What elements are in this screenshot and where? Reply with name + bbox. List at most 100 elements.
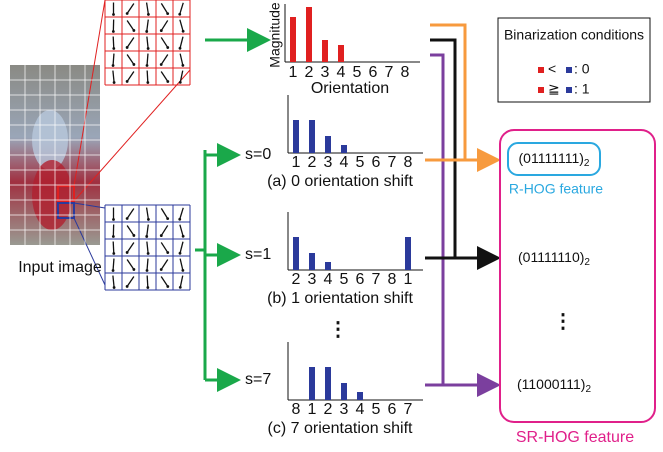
gradient-arrow [160,259,169,270]
arrow-head [112,47,116,50]
bar [341,383,347,400]
x-tick-label: 3 [324,154,333,171]
arrow-head [111,235,115,238]
arrow-head [125,251,129,254]
x-tick-label: 8 [388,271,397,288]
gradient-arrow [179,36,184,49]
x-tick-label: 6 [372,154,381,171]
shift-label: s=0 [245,146,271,163]
gradient-arrow [146,224,149,237]
gradient-arrow [126,208,135,219]
arrow-head [112,13,115,16]
x-tick-label: 2 [308,154,317,171]
x-tick-label: 1 [308,401,317,418]
x-tick-label: 1 [292,154,301,171]
gradient-arrow [179,275,184,288]
gradient-arrow [179,53,184,66]
legend-swatch [566,87,572,93]
x-tick-label: 3 [340,401,349,418]
feature-code: (01111111)2 [519,150,590,169]
bar [309,120,315,153]
ellipsis: ⋮ [328,318,348,340]
gradient-arrow [112,70,115,83]
arrow-head [145,64,149,67]
gradient-arrow [179,241,184,254]
feature-base: 2 [584,158,590,169]
legend-result: : 0 [574,61,590,77]
x-tick-label: 4 [356,401,365,418]
x-tick-label: 7 [385,64,394,81]
bar [309,253,315,270]
blue-cell [57,202,75,219]
arrow [430,23,501,172]
arrow-head [145,235,149,238]
arrow-head [125,285,129,288]
legend-relation: < [548,61,556,77]
bar [293,237,299,270]
zoom-line [73,217,106,286]
gradient-arrow [160,20,169,31]
gradient-arrow [146,275,149,288]
r-hog-label: R-HOG feature [509,181,603,197]
arrow-head [166,80,170,83]
arrow-head [111,64,115,67]
bar [341,145,347,153]
gradient-arrow [179,19,184,32]
arrow-head [181,63,185,67]
feature-base: 2 [585,384,591,395]
arrow-head [147,218,150,221]
r-hog-box [507,142,601,176]
x-tick-label: 5 [340,271,349,288]
bar [325,136,331,153]
legend-title: Binarization conditions [504,27,644,43]
x-tick-label: 6 [388,401,397,418]
gradient-arrow [126,3,135,14]
arrow [430,38,501,270]
gradient-arrow [126,20,135,31]
arrow-head [146,47,150,50]
arrow-head [178,12,182,16]
feature-bits: (01111110) [518,249,584,265]
arrow-head [178,251,182,255]
arrow-head [132,268,136,271]
gradient-arrow [160,3,169,14]
branch [195,150,238,382]
gradient-arrow [126,71,135,82]
feature-bits: (11000111) [517,376,586,392]
gradient-arrow [126,259,135,270]
arrow-head [125,46,129,49]
arrow-head [125,217,129,220]
gradient-arrow [126,54,135,65]
arrow-head [166,217,170,220]
gradient-arrow [160,225,169,236]
arrow-head [159,268,163,271]
bar [309,367,315,400]
feature-code: (11000111)2 [517,376,592,395]
x-tick-label: 8 [404,154,413,171]
arrow-head [112,218,115,221]
gradient-arrow [160,242,169,253]
x-tick-label: 2 [292,271,301,288]
zoom-line [73,202,106,209]
legend-relation: ≧ [548,81,560,97]
arrow-head [111,30,115,33]
x-tick-label: 3 [308,271,317,288]
x-tick-label: 4 [324,271,333,288]
person [32,160,72,230]
arrow-head [145,30,149,33]
gradient-arrow [179,70,184,83]
y-axis-label: Magnitude [267,2,283,68]
x-tick-label: 1 [404,271,413,288]
gradient-arrow [112,53,115,66]
arrow-head [145,269,149,272]
arrow-head [132,29,136,32]
ellipsis: ⋮ [553,310,573,332]
arrow-head [132,63,136,66]
bar [325,367,331,400]
feature-code: (01111110)2 [518,249,590,268]
gradient-arrow [146,53,149,66]
legend-box [497,17,651,103]
caption: (a) 0 orientation shift [267,173,413,190]
gradient-arrow [112,275,115,288]
